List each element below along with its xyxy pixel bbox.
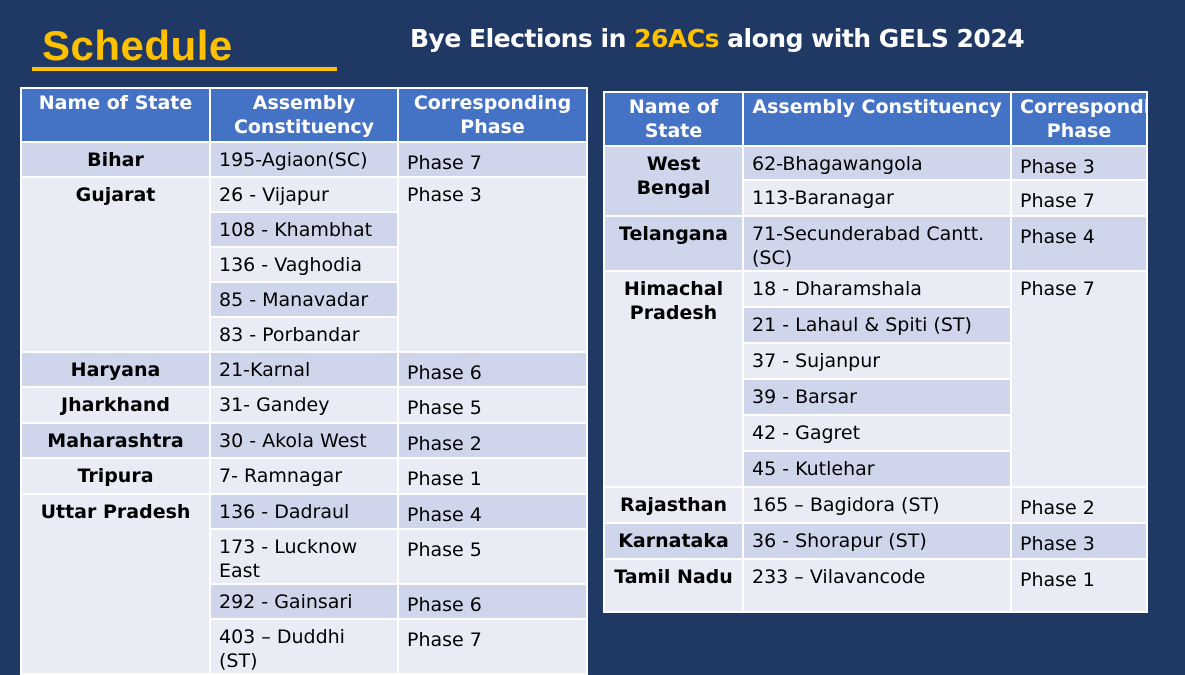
phase-cell: Phase 2 [1010,486,1148,524]
phase-cell: Phase 3 [1010,522,1148,560]
constituency-cell: 136 - Vaghodia [209,246,399,283]
phase-cell: Phase 6 [397,351,588,388]
constituency-cell: 36 - Shorapur (ST) [742,522,1012,560]
heading-underline [32,67,337,71]
phase-cell: Phase 5 [397,386,588,424]
table-row: Haryana 21-Karnal Phase 6 [20,351,588,388]
table-row: Himachal Pradesh 18 - Dharamshala Phase 7 [603,270,1148,488]
phase-cell: Phase 3 [1010,145,1148,181]
constituency-cell: 108 - Khambhat [209,211,399,248]
table-row: 45 - Kutlehar [604,450,1147,488]
state-cell: Haryana [20,351,211,388]
constituency-cell: 136 - Dadraul [209,493,399,530]
state-cell: Telangana [603,215,744,272]
phase-cell: Phase 6 [397,583,588,620]
phase-cell: Phase 3 [397,176,588,353]
constituency-cell: 113-Baranagar [742,179,1012,217]
table-row: Tamil Nadu 233 – Vilavancode Phase 1 [603,558,1148,613]
constituency-cell: 18 - Dharamshala [742,270,1012,308]
table-row: 83 - Porbandar [21,316,587,353]
table-row: 292 - Gainsari Phase 6 [21,583,588,620]
phase-cell: Phase 7 [1010,270,1148,488]
table-row: Uttar Pradesh 136 - Dadraul Phase 4 [20,493,588,675]
header-state: Name of State [20,87,211,143]
table-row: 42 - Gagret [604,414,1147,452]
table-row: 108 - Khambhat [21,211,587,248]
phase-cell: Phase 7 [397,141,588,178]
constituency-cell: 31- Gandey [209,386,399,424]
table-row: Rajasthan 165 – Bagidora (ST) Phase 2 [603,486,1148,524]
constituency-cell: 173 - Lucknow East [209,528,399,585]
state-cell: Gujarat [20,176,211,353]
phase-cell: Phase 7 [397,618,588,675]
table-row: 85 - Manavadar [21,281,587,318]
state-cell: Tripura [20,457,211,495]
table-row: 113-Baranagar Phase 7 [604,179,1148,217]
title-pre: Bye Elections in [410,24,635,53]
constituency-cell: 37 - Sujanpur [742,342,1012,380]
schedule-heading: Schedule [42,22,233,69]
constituency-cell: 195-Agiaon(SC) [209,141,399,178]
constituency-cell: 403 – Duddhi (ST) [209,618,399,675]
constituency-cell: 233 – Vilavancode [742,558,1012,613]
constituency-cell: 45 - Kutlehar [742,450,1012,488]
table-row: 37 - Sujanpur [604,342,1147,380]
constituency-cell: 165 – Bagidora (ST) [742,486,1012,524]
constituency-cell: 62-Bhagawangola [742,145,1012,181]
constituency-cell: 21-Karnal [209,351,399,388]
constituency-cell: 83 - Porbandar [209,316,399,353]
constituency-cell: 7- Ramnagar [209,457,399,495]
state-cell: Himachal Pradesh [603,270,744,488]
slide-title: Bye Elections in 26ACs along with GELS 2… [410,24,1025,53]
phase-cell: Phase 2 [397,422,588,459]
constituency-cell: 85 - Manavadar [209,281,399,318]
table-row: Telangana 71-Secunderabad Cantt.(SC) Phase… [603,215,1148,272]
state-cell: Karnataka [603,522,744,560]
header-phase: Corresponding Phase [1010,91,1148,147]
table-row: 21 - Lahaul & Spiti (ST) [604,306,1147,344]
phase-cell: Phase 5 [397,528,588,585]
phase-cell: Phase 4 [1010,215,1148,272]
table-row: West Bengal 62-Bhagawangola Phase 3 [603,145,1148,217]
phase-cell: Phase 1 [397,457,588,495]
header-row: Name of State Assembly Constituency Corr… [603,91,1148,147]
right-schedule-table: Name of State Assembly Constituency Corr… [603,91,1148,613]
phase-cell: Phase 1 [1010,558,1148,613]
constituency-cell: 71-Secunderabad Cantt.(SC) [742,215,1012,272]
title-highlight: 26ACs [634,24,719,53]
phase-cell: Phase 4 [397,493,588,530]
state-cell: Rajasthan [603,486,744,524]
state-cell: Jharkhand [20,386,211,424]
constituency-cell: 39 - Barsar [742,378,1012,416]
title-post: along with GELS 2024 [718,24,1025,53]
table-row: Bihar 195-Agiaon(SC) Phase 7 [20,141,588,178]
constituency-cell: 30 - Akola West [209,422,399,459]
header-constituency: Assembly Constituency [742,91,1012,147]
state-cell: Maharashtra [20,422,211,459]
table-row: 173 - Lucknow East Phase 5 [21,528,588,585]
table-row: Jharkhand 31- Gandey Phase 5 [20,386,588,424]
header-state: Name of State [603,91,744,147]
left-schedule-table: Name of State Assembly Constituency Corr… [20,87,588,675]
table-row: Karnataka 36 - Shorapur (ST) Phase 3 [603,522,1148,560]
header-constituency: Assembly Constituency [209,87,399,143]
state-cell: West Bengal [603,145,744,217]
table-row: Maharashtra 30 - Akola West Phase 2 [20,422,588,459]
constituency-cell: 21 - Lahaul & Spiti (ST) [742,306,1012,344]
table-row: 136 - Vaghodia [21,246,587,283]
constituency-cell: 292 - Gainsari [209,583,399,620]
table-row: Tripura 7- Ramnagar Phase 1 [20,457,588,495]
constituency-cell: 42 - Gagret [742,414,1012,452]
table-row: 39 - Barsar [604,378,1147,416]
phase-cell: Phase 7 [1010,179,1148,217]
header-phase: Corresponding Phase [397,87,588,143]
header-row: Name of State Assembly Constituency Corr… [20,87,588,143]
constituency-cell: 26 - Vijapur [209,176,399,213]
state-cell: Tamil Nadu [603,558,744,613]
state-cell: Uttar Pradesh [20,493,211,675]
table-row: Gujarat 26 - Vijapur Phase 3 [20,176,588,353]
state-cell: Bihar [20,141,211,178]
